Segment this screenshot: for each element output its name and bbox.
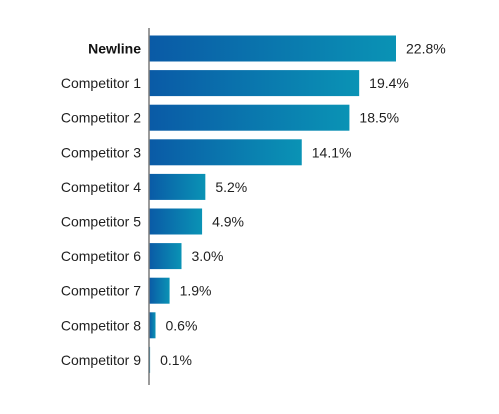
labels-layer: Newline 22.8% Competitor 1 19.4% Competitor … [61,41,446,368]
bar-competitor-8 [149,312,156,339]
bar-competitor-6 [149,243,182,270]
category-label: Competitor 3 [61,144,141,160]
data-label: 1.9% [180,283,212,299]
category-label: Competitor 2 [61,110,141,126]
data-label: 4.9% [212,214,244,230]
category-label: Competitor 1 [61,75,141,91]
bar-competitor-3 [149,139,302,166]
bar-competitor-1 [149,70,360,97]
category-label: Competitor 4 [61,179,141,195]
category-label: Competitor 7 [61,283,141,299]
bar-newline [149,35,396,62]
category-label: Newline [88,41,141,57]
data-label: 18.5% [359,110,399,126]
category-label: Competitor 8 [61,317,141,333]
category-label: Competitor 9 [61,352,141,368]
data-label: 0.6% [166,317,198,333]
bar-competitor-5 [149,208,203,235]
data-label: 22.8% [406,41,446,57]
data-label: 5.2% [215,179,247,195]
data-label: 14.1% [312,144,352,160]
data-label: 3.0% [192,248,224,264]
bar-competitor-4 [149,173,206,200]
data-label: 19.4% [369,75,409,91]
category-label: Competitor 5 [61,214,141,230]
bars-layer [149,35,396,373]
category-label: Competitor 6 [61,248,141,264]
bar-competitor-7 [149,277,170,304]
data-label: 0.1% [160,352,192,368]
bar-competitor-2 [149,104,350,131]
